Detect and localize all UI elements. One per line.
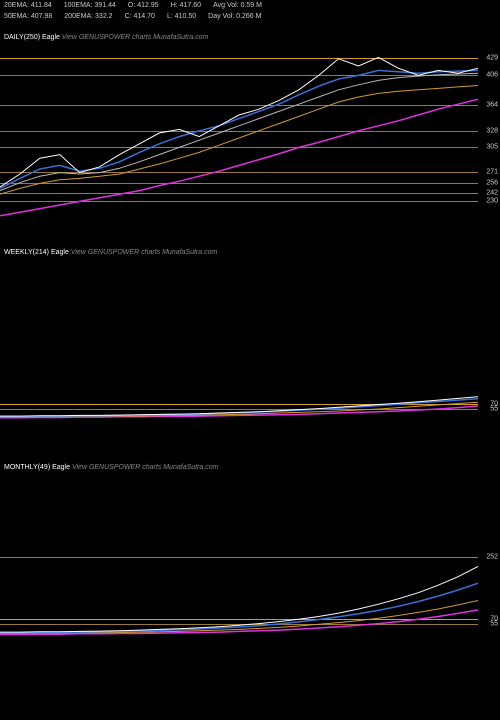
header-metric: Day Vol: 0.266 M (208, 13, 261, 20)
chart-title: WEEKLY(214) Eagle View GENUSPOWER charts… (0, 245, 500, 258)
series-line (0, 402, 478, 417)
gridline-label: 406 (486, 71, 498, 78)
header-metric: 50EMA: 407.98 (4, 13, 52, 20)
gridline-label: 55 (490, 621, 498, 628)
gridline-label: 271 (486, 168, 498, 175)
header-row-2: 50EMA: 407.98 200EMA: 332.2 C: 414.70 L: 41… (0, 11, 500, 22)
header-row-1: 20EMA: 411.84 100EMA: 391.44 O: 412.95 H: 4… (0, 0, 500, 11)
gridline-label: 55 (490, 406, 498, 413)
chart-title: DAILY(250) Eagle View GENUSPOWER charts … (0, 30, 500, 43)
header-metric: H: 417.60 (171, 2, 201, 9)
series-line (0, 399, 478, 417)
series-line (0, 601, 478, 634)
gridline-label: 429 (486, 55, 498, 62)
chart-area: 7055 (0, 258, 500, 428)
chart-area: 2527055 (0, 473, 500, 643)
gridline-label: 305 (486, 144, 498, 151)
series-line (0, 99, 478, 216)
chart-panel: WEEKLY(214) Eagle View GENUSPOWER charts… (0, 245, 500, 435)
header-metric: 200EMA: 332.2 (64, 13, 112, 20)
header-metric: 100EMA: 391.44 (64, 2, 116, 9)
chart-panel: DAILY(250) Eagle View GENUSPOWER charts … (0, 30, 500, 230)
header-metric: C: 414.70 (125, 13, 155, 20)
series-line (0, 70, 478, 188)
header-metric: L: 410.50 (167, 13, 196, 20)
series-line (0, 86, 478, 195)
header-metric: 20EMA: 411.84 (4, 2, 52, 9)
chart-panel: MONTHLY(49) Eagle View GENUSPOWER charts… (0, 460, 500, 650)
gridline-label: 328 (486, 127, 498, 134)
gridline-label: 252 (486, 554, 498, 561)
chart-svg (0, 473, 478, 643)
chart-svg (0, 43, 478, 223)
chart-title: MONTHLY(49) Eagle View GENUSPOWER charts… (0, 460, 500, 473)
gridline-label: 364 (486, 101, 498, 108)
header-metric: O: 412.95 (128, 2, 159, 9)
series-line (0, 567, 478, 633)
gridline-label: 242 (486, 189, 498, 196)
header-metric: Avg Vol: 0.59 M (213, 2, 262, 9)
gridline-label: 256 (486, 179, 498, 186)
gridline-label: 230 (486, 198, 498, 205)
chart-svg (0, 258, 478, 428)
series-line (0, 610, 478, 635)
chart-area: 429 406 364 328 305 271 256 242 230 (0, 43, 500, 223)
